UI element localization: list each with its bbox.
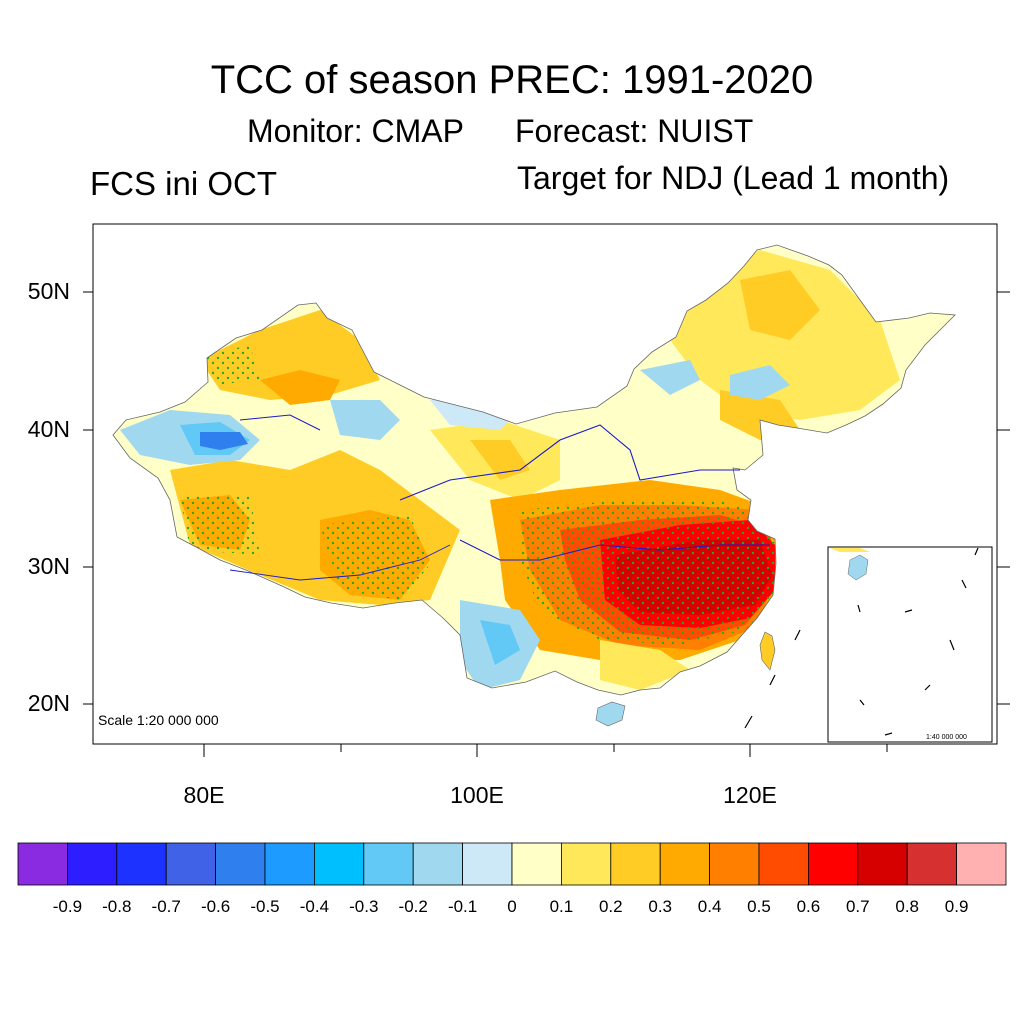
lat-label-20n: 20N: [27, 690, 70, 716]
lon-label-120e: 120E: [723, 782, 777, 808]
colorbar-tick-label: 0.5: [747, 897, 771, 916]
colorbar-tick-label: -0.1: [447, 897, 478, 916]
colorbar-swatch: [610, 842, 661, 886]
colorbar-tick-label: -0.2: [398, 897, 428, 916]
lat-label-40n: 40N: [27, 416, 70, 442]
colorbar-tick-label: 0.8: [895, 897, 919, 916]
colorbar-tick-label: 0.3: [648, 897, 672, 916]
lat-label-30n: 30N: [27, 553, 70, 579]
colorbar-swatch: [956, 842, 1007, 886]
scale-label: Scale 1:20 000 000: [98, 712, 219, 728]
colorbar-swatch: [116, 842, 167, 886]
colorbar-swatch: [215, 842, 266, 886]
colorbar-swatch: [17, 842, 68, 886]
colorbar-tick-label: 0: [507, 897, 517, 916]
colorbar-tick-label: 0.6: [796, 897, 821, 916]
colorbar-tick-label: -0.4: [299, 897, 330, 916]
taiwan-island: [759, 631, 776, 671]
lat-label-50n: 50N: [27, 278, 70, 304]
colorbar-tick-label: -0.7: [151, 897, 181, 916]
colorbar-tick-label: 0.7: [845, 897, 870, 916]
colorbar-tick-label: 0.4: [697, 897, 722, 916]
colorbar-tick-label: 0.2: [598, 897, 623, 916]
inset-scale-label: 1:40 000 000: [926, 734, 967, 741]
colorbar-swatch: [857, 842, 908, 886]
target-label: Target for NDJ (Lead 1 month): [517, 160, 950, 196]
colorbar-tick-label: -0.9: [52, 897, 83, 916]
colorbar-tick-label: -0.6: [200, 897, 231, 916]
colorbar-swatch: [808, 842, 859, 886]
colorbar-swatch: [67, 842, 118, 886]
colorbar-tick-label: 0.9: [944, 897, 969, 916]
colorbar-swatch: [511, 842, 562, 886]
lon-label-80e: 80E: [183, 782, 225, 808]
hainan-island: [595, 701, 626, 727]
colorbar-swatch: [165, 842, 216, 886]
colorbar-tick-label: 0.1: [549, 897, 574, 916]
yellow-river: [399, 424, 740, 501]
colorbar-tick-label: -0.3: [349, 897, 379, 916]
colorbar-swatch: [758, 842, 809, 886]
south-china-sea-inset: 1:40 000 000: [827, 546, 993, 743]
colorbar-swatch: [412, 842, 464, 886]
colorbar-tick-label: -0.8: [102, 897, 132, 916]
lon-label-100e: 100E: [450, 782, 504, 808]
china-boundary: [112, 244, 956, 696]
colorbar-swatch: [561, 842, 612, 886]
colorbar: [17, 842, 1007, 886]
plot-title: TCC of season PREC: 1991-2020: [210, 58, 814, 102]
colorbar-swatch: [659, 842, 711, 886]
monitor-label: Monitor: CMAP: [247, 113, 464, 149]
colorbar-swatch: [906, 842, 958, 886]
colorbar-swatch: [709, 842, 760, 886]
forecast-label: Forecast: NUIST: [515, 113, 754, 149]
init-label: FCS ini OCT: [90, 165, 278, 202]
colorbar-swatch: [462, 842, 513, 886]
yangtze-river: [459, 539, 770, 561]
colorbar-swatch: [264, 842, 315, 886]
colorbar-tick-label: -0.5: [250, 897, 280, 916]
colorbar-swatch: [363, 842, 414, 886]
colorbar-swatch: [313, 842, 365, 886]
